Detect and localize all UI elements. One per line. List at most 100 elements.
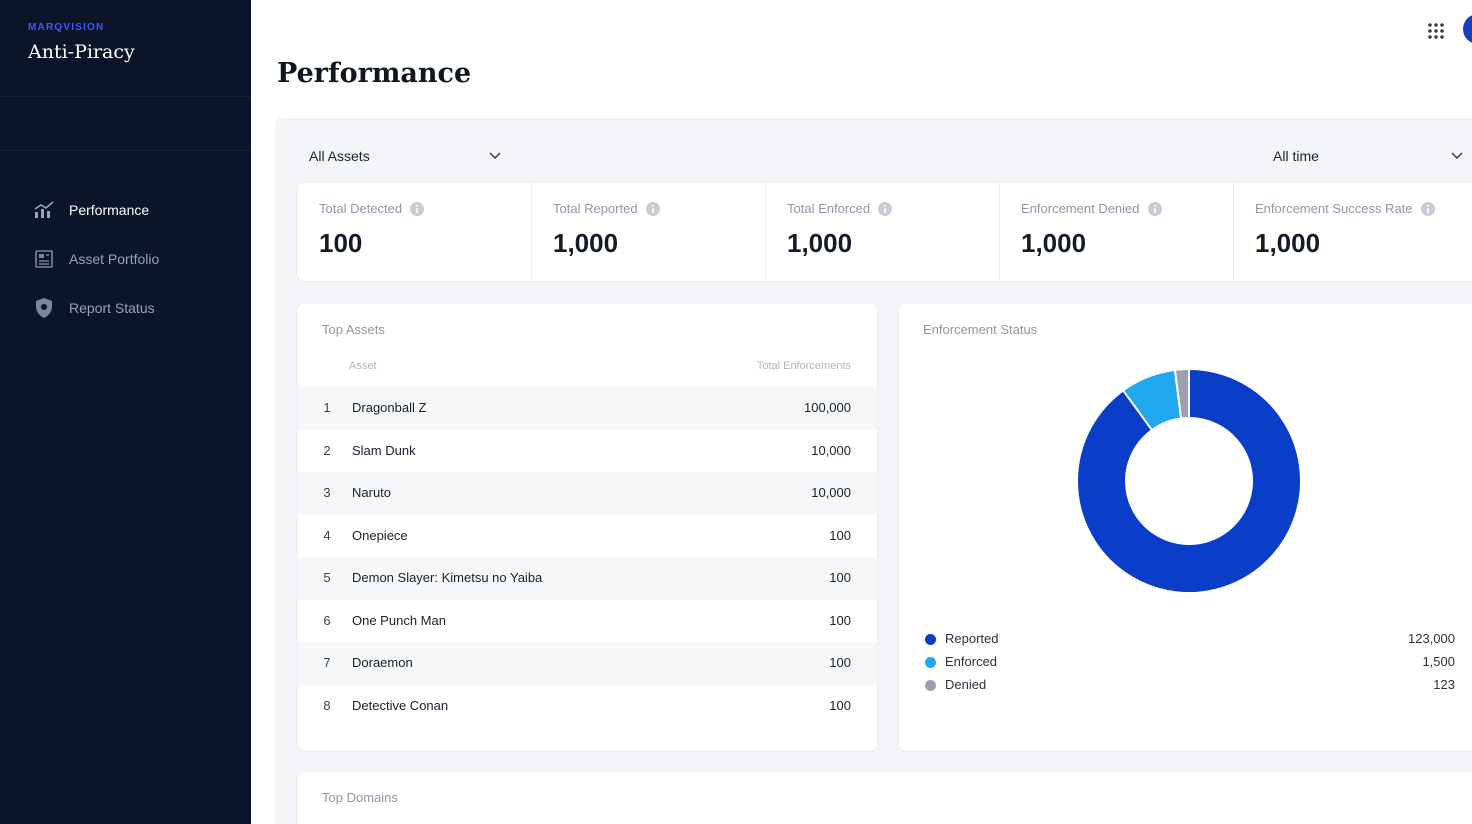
row-total: 100 (829, 697, 851, 713)
row-rank: 7 (323, 655, 331, 670)
legend-item-reported: Reported 123,000 (925, 630, 1455, 653)
stat-enforcement-success-rate: Enforcement Success Rate 1,000 (1234, 183, 1468, 281)
table-header: Asset Total Enforcements (298, 360, 877, 378)
stat-value: 100 (319, 228, 363, 258)
shield-icon (33, 297, 55, 319)
stat-label: Total Enforced (787, 201, 871, 216)
row-total: 10,000 (811, 485, 851, 500)
row-total: 100 (829, 655, 851, 670)
table-row[interactable]: 3 Naruto 10,000 (298, 472, 877, 515)
card-title: Top Domains (322, 790, 398, 805)
row-rank: 1 (323, 400, 331, 415)
stat-value: 1,000 (1255, 228, 1321, 258)
sidebar-item-asset-portfolio[interactable]: Asset Portfolio (0, 234, 251, 283)
row-name: One Punch Man (352, 612, 446, 628)
legend-label: Enforced (945, 654, 998, 669)
card-title: Top Assets (322, 322, 385, 337)
table-row[interactable]: 7 Doraemon 100 (298, 642, 877, 685)
brand-company: MARQVISION (28, 22, 105, 33)
chart-legend: Reported 123,000 Enforced 1,500 Denied 1… (925, 630, 1455, 699)
sidebar-nav: Performance Asset Portfolio (0, 185, 251, 332)
sidebar-divider (0, 150, 251, 151)
row-rank: 4 (323, 527, 331, 543)
table-row[interactable]: 2 Slam Dunk 10,000 (298, 430, 877, 473)
stats-bar: Total Detected 100 Total Reported 1,000 … (298, 183, 1472, 281)
stat-total-enforced: Total Enforced 1,000 (766, 183, 1000, 281)
stat-label: Enforcement Success Rate (1255, 201, 1413, 216)
row-name: Slam Dunk (352, 442, 416, 458)
assets-filter-select[interactable]: All Assets (309, 144, 501, 168)
table-row[interactable]: 5 Demon Slayer: Kimetsu no Yaiba 100 (298, 557, 877, 600)
row-total: 100 (829, 527, 851, 543)
row-total: 100,000 (804, 400, 851, 415)
top-assets-card: Top Assets Asset Total Enforcements 1 Dra… (298, 304, 877, 750)
row-name: Demon Slayer: Kimetsu no Yaiba (352, 570, 543, 585)
row-rank: 8 (323, 697, 331, 713)
stat-label: Total Reported (553, 201, 638, 216)
stat-label: Total Detected (319, 201, 403, 216)
sidebar-divider (0, 96, 251, 97)
asset-rows: 1 Dragonball Z 100,000 2 Slam Dunk 10,000 3 N… (298, 387, 877, 727)
time-filter-select[interactable]: All time (1273, 144, 1463, 168)
avatar[interactable] (1463, 14, 1472, 44)
row-name: Doraemon (352, 655, 413, 670)
table-row[interactable]: 8 Detective Conan 100 (298, 685, 877, 728)
row-rank: 2 (323, 442, 331, 458)
row-name: Onepiece (352, 527, 408, 543)
brand: MARQVISION Anti-Piracy (28, 22, 135, 63)
stat-value: 1,000 (787, 228, 853, 258)
row-total: 100 (829, 612, 851, 628)
stat-value: 1,000 (1021, 228, 1087, 258)
legend-label: Reported (945, 631, 999, 646)
column-header-total: Total Enforcements (756, 360, 851, 372)
table-row[interactable]: 4 Onepiece 100 (298, 515, 877, 558)
assets-filter-value: All Assets (309, 148, 370, 164)
main-content: Performance All Assets All time Total De… (251, 0, 1472, 824)
brand-product: Anti-Piracy (28, 41, 135, 63)
table-row[interactable]: 1 Dragonball Z 100,000 (298, 387, 877, 430)
legend-item-enforced: Enforced 1,500 (925, 653, 1455, 676)
stat-label: Enforcement Denied (1021, 201, 1140, 216)
enforcement-donut-chart (1076, 367, 1302, 594)
info-icon[interactable] (645, 201, 660, 216)
legend-swatch (925, 634, 936, 645)
sidebar-item-label: Performance (69, 201, 150, 218)
chevron-down-icon (1451, 147, 1463, 165)
row-name: Dragonball Z (352, 400, 427, 415)
row-total: 10,000 (811, 442, 851, 458)
legend-value: 1,500 (1422, 654, 1455, 669)
row-name: Naruto (352, 485, 392, 500)
info-icon[interactable] (878, 201, 893, 216)
donut-slice-denied[interactable] (1173, 367, 1190, 420)
portfolio-icon (33, 248, 55, 270)
legend-swatch (925, 657, 936, 668)
sidebar: MARQVISION Anti-Piracy Performance (0, 0, 251, 824)
row-rank: 3 (323, 485, 331, 500)
stat-enforcement-denied: Enforcement Denied 1,000 (1000, 183, 1234, 281)
legend-item-denied: Denied 123 (925, 676, 1455, 699)
chevron-down-icon (489, 147, 501, 165)
legend-value: 123 (1433, 677, 1455, 692)
sidebar-item-report-status[interactable]: Report Status (0, 283, 251, 332)
row-rank: 5 (323, 570, 331, 585)
column-header-asset: Asset (349, 360, 377, 372)
donut-slice-reported[interactable] (1076, 367, 1302, 594)
legend-value: 123,000 (1408, 631, 1455, 646)
info-icon[interactable] (1147, 201, 1162, 216)
sidebar-item-performance[interactable]: Performance (0, 185, 251, 234)
legend-label: Denied (945, 677, 987, 692)
row-rank: 6 (323, 612, 331, 628)
info-icon[interactable] (1420, 201, 1435, 216)
sidebar-item-label: Report Status (69, 299, 155, 316)
top-domains-card: Top Domains (298, 772, 1472, 824)
row-name: Detective Conan (352, 697, 449, 713)
stat-value: 1,000 (553, 228, 619, 258)
time-filter-value: All time (1273, 148, 1319, 164)
row-total: 100 (829, 570, 851, 585)
page-title: Performance (277, 58, 472, 89)
apps-grid-icon[interactable] (1427, 22, 1445, 40)
table-row[interactable]: 6 One Punch Man 100 (298, 600, 877, 643)
info-icon[interactable] (410, 201, 425, 216)
enforcement-status-card: Enforcement Status Reported 123,000 Enfo… (899, 304, 1472, 750)
chart-icon (33, 199, 55, 221)
